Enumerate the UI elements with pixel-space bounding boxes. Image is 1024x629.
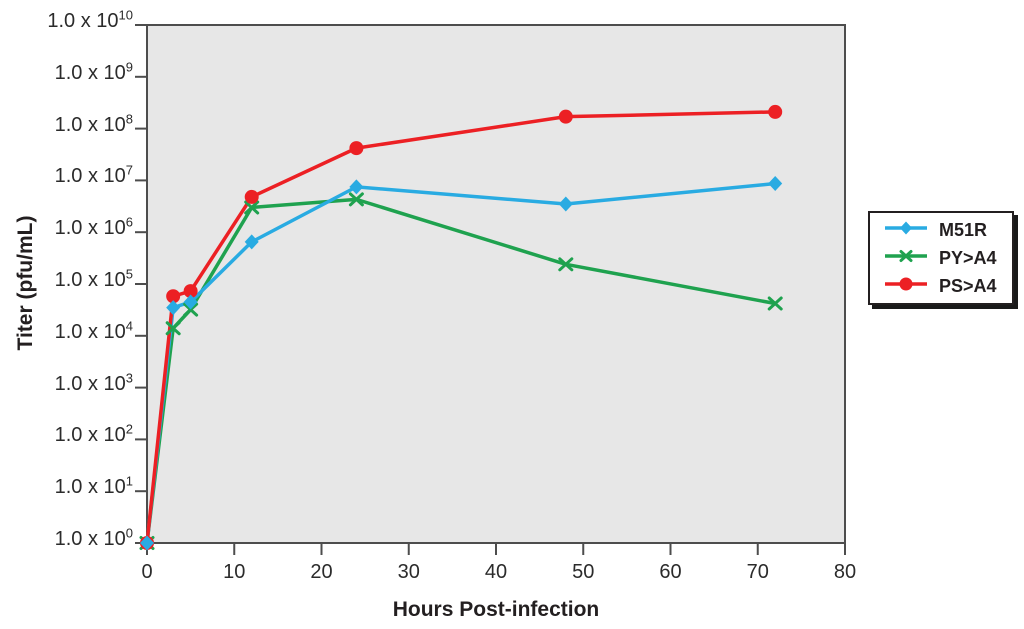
y-tick-label-1e3: 1.0 x 103 xyxy=(54,369,133,395)
marker-diamond xyxy=(166,300,181,316)
x-tick-label-20: 20 xyxy=(310,561,333,583)
plot-background xyxy=(146,24,846,544)
y-tick-label-1e6: 1.0 x 106 xyxy=(54,214,133,240)
x-tick-label-60: 60 xyxy=(659,561,682,583)
y-tick-label-1e10: 1.0 x 1010 xyxy=(47,7,133,32)
y-tick-label-1e8: 1.0 x 108 xyxy=(54,110,133,136)
marker-x xyxy=(767,296,783,311)
x-axis-title: Hours Post-infection xyxy=(392,598,600,621)
x-tick-label-80: 80 xyxy=(833,561,857,583)
legend-box: M51R PY>A4 PS>A4 xyxy=(868,211,1014,305)
legend-item-m51r: M51R xyxy=(882,219,1012,241)
y-axis-title: Titer (pfu/mL) xyxy=(14,215,37,351)
marker-diamond xyxy=(349,179,364,195)
marker-x xyxy=(558,257,574,272)
marker-circle xyxy=(768,104,783,119)
x-tick-label-0: 0 xyxy=(141,561,153,583)
legend-label: PY>A4 xyxy=(939,247,997,268)
legend-sample-svg xyxy=(885,221,927,234)
y-tick-label-1e4: 1.0 x 104 xyxy=(54,318,133,343)
legend-line-x-icon xyxy=(882,247,930,270)
marker-circle xyxy=(244,189,259,204)
x-tick-label-50: 50 xyxy=(572,561,595,583)
marker-circle xyxy=(183,284,198,299)
marker-circle xyxy=(558,109,573,124)
marker-diamond xyxy=(558,196,573,212)
marker-x xyxy=(348,192,364,207)
y-tick-label-1e9: 1.0 x 109 xyxy=(54,59,133,84)
legend-sample-svg xyxy=(885,249,927,262)
legend-sample-svg xyxy=(885,277,927,290)
y-tick-label-1e2: 1.0 x 102 xyxy=(54,421,133,447)
x-tick-label-70: 70 xyxy=(746,561,769,583)
marker-diamond xyxy=(244,234,259,250)
y-tick-label-1e1: 1.0 x 101 xyxy=(54,473,133,499)
marker-x xyxy=(183,302,199,317)
marker-diamond xyxy=(768,176,783,192)
legend-line-circle-icon xyxy=(882,275,930,298)
y-tick-label-1e0: 1.0 x 100 xyxy=(54,525,133,550)
legend-label: M51R xyxy=(939,219,988,240)
x-tick-label-10: 10 xyxy=(223,561,246,583)
x-tick-label-40: 40 xyxy=(484,561,508,583)
y-tick-label-1e5: 1.0 x 105 xyxy=(54,266,133,291)
marker-x xyxy=(244,200,260,215)
marker-diamond xyxy=(140,535,154,551)
marker-x xyxy=(165,321,181,336)
y-tick-label-1e7: 1.0 x 107 xyxy=(54,162,133,188)
marker-circle xyxy=(166,289,181,304)
legend-item-ps-a4: PS>A4 xyxy=(882,275,1012,297)
legend-item-py-a4: PY>A4 xyxy=(882,247,1012,269)
marker-diamond xyxy=(183,294,198,310)
legend-label: PS>A4 xyxy=(939,275,997,296)
legend-line-diamond-icon xyxy=(882,219,930,242)
x-tick-label-30: 30 xyxy=(397,561,420,583)
marker-circle xyxy=(349,141,364,156)
